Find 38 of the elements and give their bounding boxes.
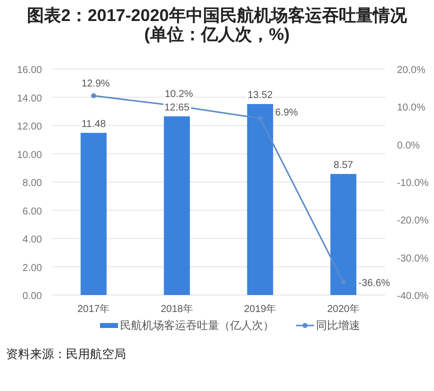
- y2-tick-label: 0.0%: [397, 140, 420, 152]
- y-tick-label: 4.00: [22, 234, 42, 246]
- data-label: -36.6%: [358, 278, 390, 290]
- point: [340, 280, 346, 285]
- bar: [80, 132, 107, 295]
- bar: [330, 174, 356, 295]
- x-tick-label: 2019年: [244, 303, 276, 315]
- y2-tick-label: -30.0%: [397, 253, 429, 264]
- bar: [247, 104, 274, 295]
- data-label: 8.57: [334, 160, 354, 171]
- y-tick-label: 10.00: [16, 150, 42, 161]
- y-tick-label: 16.00: [16, 65, 42, 76]
- y-tick-label: 6.00: [22, 206, 42, 218]
- title: 图表2：2017-2020年中国民航机场客运吞吐量情况(单位：亿人次，%): [26, 6, 408, 44]
- data-label: 12.9%: [81, 78, 110, 90]
- bar: [164, 116, 190, 295]
- y2-tick-label: 10.0%: [397, 102, 426, 114]
- legend-label: 民航机场客运吞吐量（亿人次）: [120, 319, 274, 332]
- legend-label: 同比增速: [316, 319, 360, 332]
- y-tick-label: 14.00: [16, 93, 42, 104]
- y-tick-label: 2.00: [22, 262, 42, 274]
- y-tick-label: 12.00: [16, 122, 42, 132]
- y-tick-label: 8.00: [22, 178, 42, 189]
- data-label: 6.9%: [275, 107, 298, 118]
- data-label: 13.52: [248, 90, 274, 102]
- data-label: 11.48: [81, 118, 106, 130]
- y2-tick-label: -10.0%: [397, 178, 429, 189]
- y2-tick-label: 20.0%: [397, 65, 426, 76]
- y-tick-label: 0.00: [22, 291, 42, 302]
- x-tick-label: 2017年: [78, 303, 110, 315]
- point: [258, 116, 263, 121]
- y2-tick-label: -20.0%: [397, 216, 429, 227]
- y2-tick-label: -40.0%: [397, 291, 429, 302]
- text: 资料来源：民用航空局: [6, 347, 126, 361]
- point: [91, 93, 96, 98]
- x-tick-label: 2018年: [160, 303, 193, 315]
- data-label: 10.2%: [164, 88, 194, 100]
- x-tick-label: 2020年: [327, 303, 360, 315]
